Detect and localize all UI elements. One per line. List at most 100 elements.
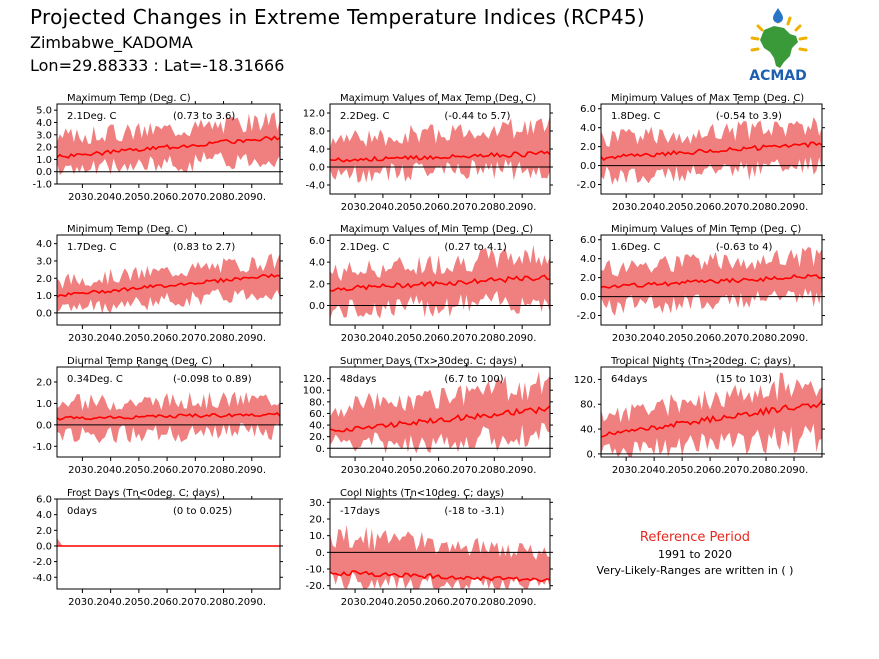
x-tick-label: 2040. [640, 202, 669, 213]
chart-range: (0.73 to 3.6) [173, 111, 235, 122]
chart-range: (15 to 103) [716, 374, 772, 385]
median-line [56, 273, 281, 298]
x-tick-label: 2070. [181, 465, 210, 476]
x-tick-label: 2060. [153, 597, 182, 608]
chart-panel-10: -4.0 -2.0 0.0 2.0 4.0 6.0 2030. 2040. 2050. 2060.… [32, 488, 283, 608]
logo-text: ACMAD [749, 68, 807, 84]
y-tick-label: 120. [574, 375, 596, 386]
median-line [329, 570, 551, 583]
x-tick-label: 2050. [668, 333, 697, 344]
y-tick-label: 2.0 [580, 273, 596, 284]
chart-title: Maximum Values of Max Temp (Deg. C) [340, 93, 536, 104]
plot-frame [600, 366, 823, 458]
africa-icon [760, 26, 798, 68]
y-tick-label: -2.0 [576, 311, 596, 322]
x-tick-label: 2080. [209, 192, 238, 203]
likely-range-band [57, 253, 280, 314]
acmad-logo: ACMAD [738, 8, 818, 84]
chart-panel-9: 0. 40. 80. 120. 2030. 2040. 2050. 2060. 2070. 208… [574, 356, 825, 476]
y-tick-label: 0.0 [580, 292, 596, 303]
x-tick-label: 2090. [508, 202, 537, 213]
y-tick-label: 0.0 [36, 167, 52, 178]
sun-rays-icon [750, 14, 808, 52]
chart-value: 2.1Deg. C [67, 111, 116, 122]
x-tick-label: 2040. [369, 465, 398, 476]
x-tick-label: 2070. [181, 333, 210, 344]
y-tick-label: 30. [309, 498, 325, 509]
x-tick-label: 2050. [396, 333, 425, 344]
page-title: Projected Changes in Extreme Temperature… [30, 5, 646, 29]
chart-panel-3: -2.0 0.0 2.0 4.0 6.0 2030. 2040. 2050. 2060. 2070… [576, 93, 825, 213]
y-tick-label: 1.0 [36, 291, 52, 302]
reference-note: Very-Likely-Ranges are written in ( ) [596, 564, 794, 577]
x-tick-label: 2040. [96, 333, 125, 344]
y-tick-label: -2.0 [32, 557, 52, 568]
chart-title: Tropical Nights (Tn>20deg. C; days) [610, 356, 791, 367]
x-tick-label: 2060. [153, 465, 182, 476]
x-tick-label: 2040. [369, 597, 398, 608]
x-tick-label: 2030. [341, 465, 370, 476]
y-tick-label: 0. [586, 449, 596, 460]
plot-frame [56, 366, 281, 458]
x-tick-label: 2080. [209, 465, 238, 476]
chart-panel-4: 0.0 1.0 2.0 3.0 4.0 2030. 2040. 2050. 2060. 2070.… [36, 224, 283, 344]
chart-value: 2.1Deg. C [340, 242, 389, 253]
x-tick-label: 2090. [780, 202, 809, 213]
location-label: Zimbabwe_KADOMA [30, 33, 193, 52]
median-line [600, 399, 823, 438]
y-tick-label: -2.0 [576, 180, 596, 191]
plot-frame [600, 234, 823, 326]
x-tick-label: 2080. [752, 202, 781, 213]
x-tick-label: 2070. [452, 333, 481, 344]
y-tick-label: 0.0 [36, 541, 52, 552]
chart-value: 1.7Deg. C [67, 242, 116, 253]
y-tick-label: 0.0 [309, 163, 325, 174]
x-tick-label: 2070. [452, 597, 481, 608]
x-tick-label: 2050. [396, 465, 425, 476]
y-tick-label: 4.0 [36, 118, 52, 129]
x-tick-label: 2070. [724, 465, 753, 476]
y-tick-label: 2.0 [36, 526, 52, 537]
water-drop-icon [773, 8, 783, 23]
median-line [56, 412, 281, 421]
y-tick-label: -20. [305, 581, 325, 592]
plot-frame [329, 498, 551, 590]
x-tick-label: 2060. [696, 202, 725, 213]
y-tick-label: 2.0 [36, 378, 52, 389]
y-tick-label: -4.0 [305, 181, 325, 192]
likely-range-band [57, 538, 280, 546]
y-tick-label: 60. [309, 409, 325, 420]
x-tick-label: 2090. [508, 465, 537, 476]
y-tick-label: 20. [309, 432, 325, 443]
x-tick-label: 2050. [396, 597, 425, 608]
x-tick-label: 2040. [369, 333, 398, 344]
chart-range: (-0.54 to 3.9) [716, 111, 782, 122]
chart-value: 0.34Deg. C [67, 374, 123, 385]
y-tick-label: 0.0 [36, 420, 52, 431]
x-tick-label: 2030. [341, 202, 370, 213]
plot-frame [56, 103, 281, 185]
x-tick-label: 2050. [125, 192, 154, 203]
median-line [329, 150, 551, 163]
y-tick-label: 40. [580, 425, 596, 436]
likely-range-band [330, 371, 550, 454]
x-tick-label: 2090. [237, 465, 266, 476]
likely-range-band [330, 244, 550, 320]
chart-title: Frost Days (Tn<0deg. C; days) [67, 488, 220, 499]
y-tick-label: -10. [305, 565, 325, 576]
x-tick-label: 2070. [181, 192, 210, 203]
chart-title: Minimum Values of Min Temp (Deg. C) [611, 224, 801, 235]
y-tick-label: 0.0 [36, 308, 52, 319]
x-tick-label: 2060. [153, 192, 182, 203]
y-tick-label: 6.0 [580, 235, 596, 246]
x-tick-label: 2090. [237, 192, 266, 203]
y-tick-label: -1.0 [32, 442, 52, 453]
x-tick-label: 2070. [724, 202, 753, 213]
x-tick-label: 2060. [696, 465, 725, 476]
likely-range-band [330, 524, 550, 589]
y-tick-label: 80. [580, 400, 596, 411]
chart-title: Minimum Values of Max Temp (Deg. C) [611, 93, 804, 104]
y-tick-label: 2.0 [36, 143, 52, 154]
chart-range: (6.7 to 100) [444, 374, 503, 385]
